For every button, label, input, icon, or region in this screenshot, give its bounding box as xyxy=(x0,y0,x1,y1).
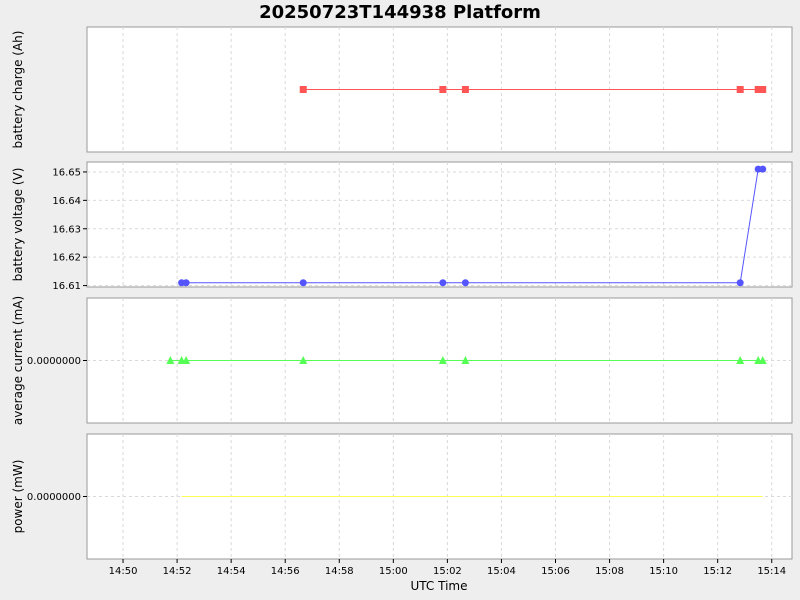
data-point xyxy=(166,356,175,364)
y-axis-label: power (mW) xyxy=(11,460,25,534)
data-point xyxy=(736,356,745,364)
y-tick-label: 16.61 xyxy=(52,281,81,292)
data-point xyxy=(736,86,744,93)
x-tick-label: 14:50 xyxy=(109,566,138,577)
data-point xyxy=(736,279,744,287)
series-line xyxy=(181,168,763,284)
y-tick-label: 0.0000000 xyxy=(27,356,81,367)
y-axis-label: battery voltage (V) xyxy=(11,168,25,282)
x-tick-label: 15:08 xyxy=(595,566,624,577)
x-tick-label: 14:58 xyxy=(325,566,354,577)
chart-title: 20250723T144938 Platform xyxy=(259,2,541,23)
data-point xyxy=(299,356,308,364)
panel-1: battery charge (Ah) xyxy=(11,26,793,153)
panel-2: 16.61 16.62 16.63 16.64 16.65 battery voltage… xyxy=(11,161,793,292)
chart-panels: battery charge (Ah)16.6116.6216.6316.641… xyxy=(11,26,793,560)
data-point xyxy=(754,86,762,93)
data-point xyxy=(299,86,307,93)
y-tick-label: 16.63 xyxy=(52,224,81,235)
data-point xyxy=(439,279,447,287)
data-point xyxy=(438,356,447,364)
y-tick-label: 16.64 xyxy=(52,196,81,207)
data-point xyxy=(758,356,767,364)
x-tick-label: 15:02 xyxy=(433,566,462,577)
x-axis: 14:50 14:52 14:54 14:56 14:58 15:00 15:02 15:04… xyxy=(109,559,786,577)
x-tick-label: 15:12 xyxy=(703,566,732,577)
x-tick-label: 15:06 xyxy=(541,566,570,577)
data-point xyxy=(461,279,469,287)
data-point xyxy=(182,356,191,364)
x-tick-label: 14:56 xyxy=(271,566,300,577)
y-axis-label: average current (mA) xyxy=(11,296,25,425)
y-tick-label: 16.65 xyxy=(52,167,81,178)
y-axis-label: battery charge (Ah) xyxy=(11,31,25,149)
data-point xyxy=(759,86,767,93)
data-point xyxy=(439,86,447,93)
data-point xyxy=(461,356,470,364)
x-tick-label: 15:14 xyxy=(757,566,786,577)
plot-area xyxy=(86,161,793,288)
x-tick-label: 14:52 xyxy=(163,566,192,577)
x-tick-label: 15:10 xyxy=(649,566,678,577)
data-point xyxy=(182,279,190,287)
data-point xyxy=(299,279,307,287)
data-point xyxy=(461,86,469,93)
y-tick-label: 0.0000000 xyxy=(27,492,81,503)
y-tick-label: 16.62 xyxy=(52,253,81,264)
x-tick-label: 14:54 xyxy=(217,566,246,577)
x-axis-label: UTC Time xyxy=(411,579,468,593)
data-point xyxy=(759,165,767,173)
x-tick-label: 15:00 xyxy=(379,566,408,577)
x-tick-label: 15:04 xyxy=(487,566,516,577)
